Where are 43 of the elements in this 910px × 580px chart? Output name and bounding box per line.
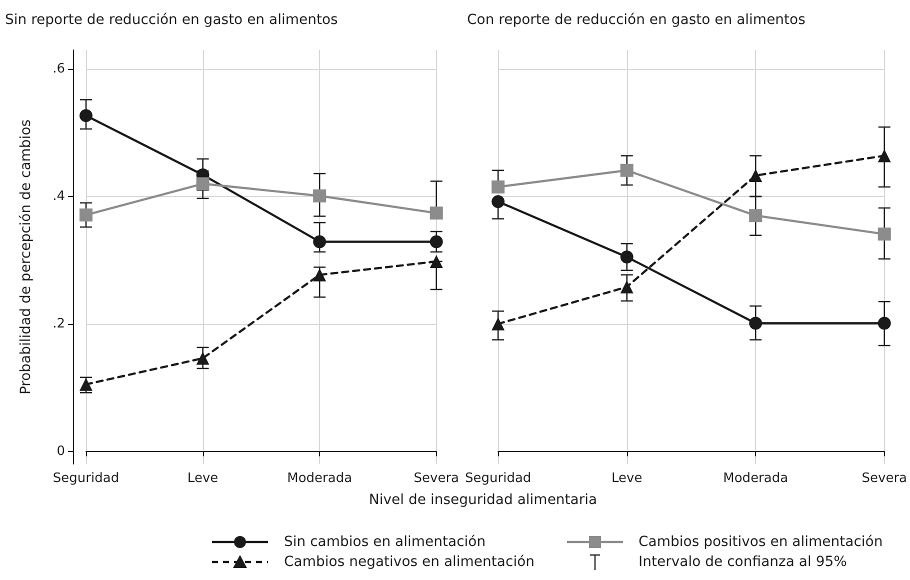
point <box>430 254 443 268</box>
x-tick-label: Moderada <box>287 471 352 486</box>
point <box>749 316 762 330</box>
point <box>749 168 762 182</box>
x-tick-label: Severa <box>414 471 460 486</box>
x-tick-label: Severa <box>862 471 908 486</box>
point <box>878 228 891 241</box>
point <box>492 180 505 194</box>
point <box>492 195 505 208</box>
point <box>196 352 210 365</box>
point <box>80 378 92 391</box>
y-tick-label: .4 <box>52 188 65 204</box>
legend-label: Cambios negativos en alimentación <box>284 554 535 570</box>
point <box>620 250 634 264</box>
legend-label: Sin cambios en alimentación <box>284 534 486 550</box>
y-tick-label: 0 <box>56 444 65 459</box>
legend-label: Cambios positivos en alimentación <box>638 534 883 550</box>
point <box>620 280 634 294</box>
x-tick-label: Moderada <box>723 471 788 486</box>
point <box>196 177 210 190</box>
point <box>80 109 92 122</box>
point <box>878 149 891 162</box>
point <box>80 208 92 222</box>
y-axis-title: Probabilidad de percepción de cambios <box>18 119 34 395</box>
x-tick-label: Seguridad <box>465 471 532 486</box>
y-tick-label: .2 <box>52 316 65 332</box>
point <box>313 268 326 282</box>
point <box>620 164 634 177</box>
point <box>313 235 326 248</box>
point <box>749 209 762 222</box>
point <box>878 316 891 330</box>
point <box>313 189 326 202</box>
text: Intervalo de confianza al 95% <box>638 554 847 570</box>
y-tick-label: .6 <box>52 62 65 77</box>
x-tick-label: Leve <box>187 471 218 486</box>
point <box>492 317 505 330</box>
point <box>430 235 443 248</box>
chart-title: Con reporte de reducción en gasto en alimentos <box>467 12 806 28</box>
chart-title: Sin reporte de reducción en gasto en alimentos <box>5 12 338 28</box>
point <box>430 206 443 220</box>
x-tick-label: Seguridad <box>52 471 120 486</box>
x-tick-label: Leve <box>611 471 642 486</box>
x-axis-title: Nivel de inseguridad alimentaria <box>368 492 598 508</box>
